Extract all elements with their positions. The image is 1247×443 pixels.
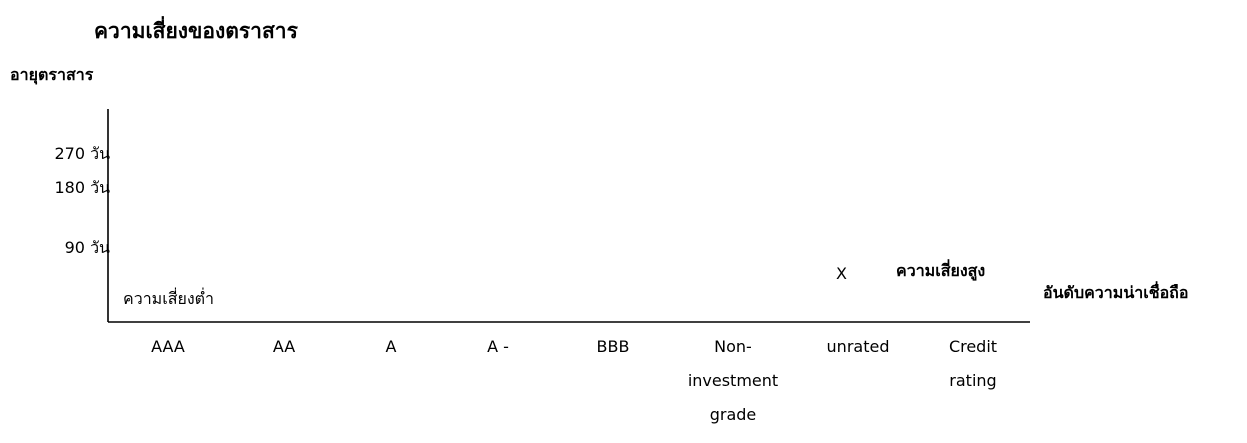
x-tick-label: A -	[487, 337, 509, 356]
x-tick-label: unrated	[826, 337, 890, 356]
x-tick-label: AA	[272, 337, 296, 356]
x-tick-label: BBB	[596, 337, 630, 356]
x-axis-title: อันดับความน่าเชื่อถือ	[1043, 283, 1189, 302]
y-tick-label: 180 วัน	[54, 178, 110, 197]
y-axis-title: อายุตราสาร	[10, 65, 94, 84]
high-risk-annotation: ความเสี่ยงสูง	[896, 261, 986, 280]
data-point-marker: X	[836, 264, 847, 283]
low-risk-annotation: ความเสี่ยงต่ำ	[123, 289, 215, 308]
x-tick-label: Non- investment grade	[687, 337, 779, 424]
x-tick-label: Credit rating	[948, 337, 998, 390]
y-tick-label: 90 วัน	[64, 238, 110, 257]
x-tick-label: A	[385, 337, 397, 356]
x-tick-label: AAA	[151, 337, 185, 356]
y-tick-label: 270 วัน	[54, 144, 110, 163]
chart-title: ความเสี่ยงของตราสาร	[94, 19, 298, 43]
